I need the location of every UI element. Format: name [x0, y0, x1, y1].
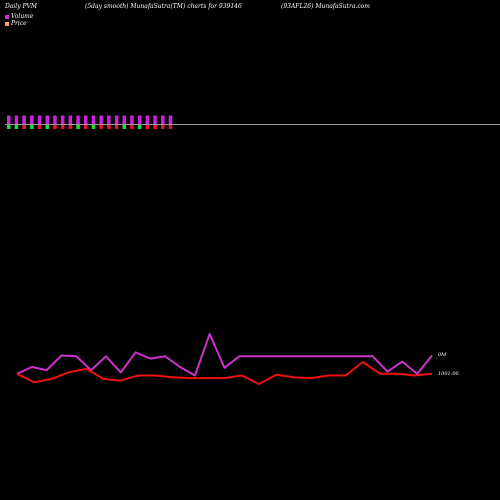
pvm-bar-down	[91, 124, 96, 129]
pvm-bar-up	[137, 115, 142, 125]
pvm-bar-up	[122, 115, 126, 125]
pvm-bar-up	[161, 115, 165, 125]
pvm-bar-down	[60, 124, 65, 129]
volume-value-label: 0M	[438, 352, 447, 358]
pvm-bar-down	[99, 124, 103, 129]
pvm-bar-down	[22, 124, 26, 129]
series-line-price	[16, 361, 433, 385]
pvm-bar-up	[53, 115, 57, 125]
price-value-label: 1001.00	[438, 371, 459, 377]
pvm-bar-up	[45, 115, 49, 125]
pvm-bar-down	[53, 124, 57, 129]
pvm-bar-up	[145, 115, 150, 125]
pvm-bar-down	[122, 124, 126, 129]
site-label: (93AFL26) MunafaSutra.com	[281, 3, 370, 10]
pvm-bar-up	[7, 115, 11, 125]
pvm-bar-up	[37, 115, 42, 125]
pvm-bar-up	[22, 115, 26, 125]
pvm-bar-up	[168, 115, 173, 125]
pvm-bar-up	[107, 115, 111, 125]
pvm-bar-down	[68, 124, 73, 129]
pvm-bars	[7, 115, 173, 129]
pvm-bar-up	[153, 115, 157, 125]
pvm-bar-down	[45, 124, 49, 129]
pvm-bar-up	[91, 115, 96, 125]
series-line-volume	[16, 333, 433, 377]
series-lines	[16, 333, 433, 385]
legend-volume-swatch	[5, 14, 9, 19]
chart-title: (5day smooth) MunafaSutra(TM) charts for…	[85, 3, 242, 10]
pvm-bar-down	[7, 124, 11, 129]
legend-price-label: Price	[11, 20, 27, 27]
legend-volume: Volume	[5, 13, 33, 20]
pvm-bar-down	[14, 124, 19, 129]
legend-price-swatch	[5, 21, 9, 26]
pvm-bar-down	[76, 124, 80, 129]
pvm-bar-down	[161, 124, 165, 129]
pvm-bar-up	[30, 115, 34, 125]
chart-type-label: Daily PVM	[5, 3, 38, 10]
pvm-bar-down	[107, 124, 111, 129]
pvm-bar-up	[114, 115, 119, 125]
pvm-bar-down	[168, 124, 173, 129]
pvm-bar-up	[76, 115, 80, 125]
pvm-bar-up	[130, 115, 134, 125]
pvm-bar-up	[60, 115, 65, 125]
pvm-bar-down	[130, 124, 134, 129]
pvm-bar-down	[84, 124, 88, 129]
legend-volume-label: Volume	[11, 13, 34, 20]
pvm-bar-down	[37, 124, 42, 129]
pvm-bar-up	[99, 115, 103, 125]
pvm-bar-down	[114, 124, 119, 129]
pvm-bar-up	[14, 115, 19, 125]
pvm-bar-up	[84, 115, 88, 125]
pvm-bar-down	[153, 124, 157, 129]
pvm-bar-down	[30, 124, 34, 129]
legend-price: Price	[5, 20, 27, 27]
pvm-bar-up	[68, 115, 73, 125]
pvm-bar-down	[145, 124, 150, 129]
pvm-bar-down	[137, 124, 142, 129]
